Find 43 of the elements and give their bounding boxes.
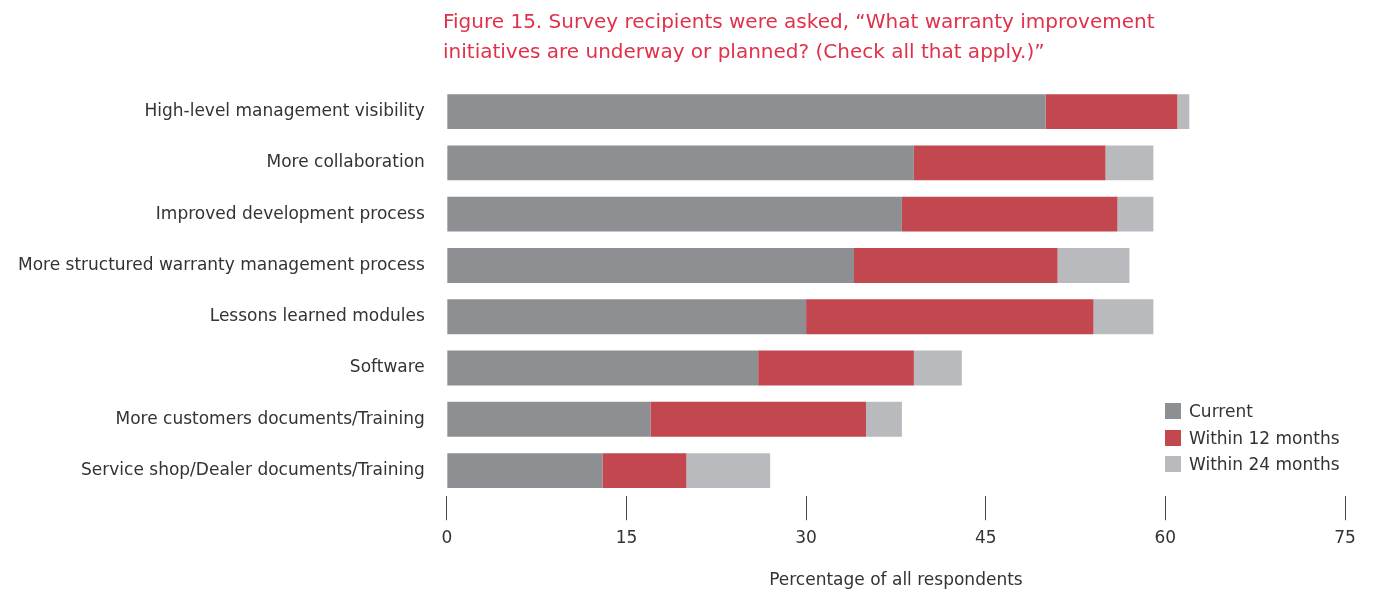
bar [1045, 94, 1178, 130]
x-tick-label: 75 [1334, 526, 1356, 547]
y-tick-label: Lessons learned modules [209, 305, 425, 326]
legend-label: Current [1189, 401, 1253, 422]
x-axis-title: Percentage of all respondents [769, 569, 1023, 590]
y-tick-label: More customers documents/Training [115, 407, 425, 428]
bar [913, 350, 962, 386]
x-tick-label: 45 [974, 526, 997, 547]
y-tick-label: Improved development process [155, 202, 425, 223]
y-tick-label: Software [349, 356, 425, 377]
bar [447, 299, 807, 335]
bar [901, 196, 1118, 232]
bar [602, 453, 687, 488]
bar [447, 248, 854, 283]
bar [758, 350, 914, 386]
legend-label: Within 24 months [1189, 454, 1340, 475]
bar [447, 196, 902, 232]
x-tick-label: 15 [615, 526, 638, 547]
x-tick-label: 0 [441, 526, 453, 547]
bar [1093, 299, 1154, 335]
bar [447, 401, 651, 437]
x-tick-label: 60 [1154, 526, 1177, 547]
bar [913, 145, 1106, 181]
bar [650, 401, 866, 437]
y-tick-label: High-level management visibility [144, 100, 425, 121]
bar [447, 453, 603, 488]
bar [1057, 248, 1130, 283]
legend-label: Within 12 months [1189, 427, 1340, 448]
y-tick-label: More collaboration [266, 151, 425, 172]
bar [447, 94, 1046, 130]
bar [1177, 94, 1190, 130]
bar [1105, 145, 1154, 181]
y-tick-label: Service shop/Dealer documents/Training [81, 458, 425, 479]
bar [865, 401, 902, 437]
x-tick-label: 30 [795, 526, 817, 547]
bar [686, 453, 771, 488]
bar [447, 350, 759, 386]
bar [1117, 196, 1154, 232]
y-tick-label: More structured warranty management process [17, 253, 425, 274]
bar [854, 248, 1058, 283]
chart-title: Figure 15. Survey recipients were asked, “What warranty improvement initiatives are underway or planned? (Check all that apply.)” [443, 8, 1156, 65]
bar [806, 299, 1094, 335]
bar [447, 145, 914, 181]
